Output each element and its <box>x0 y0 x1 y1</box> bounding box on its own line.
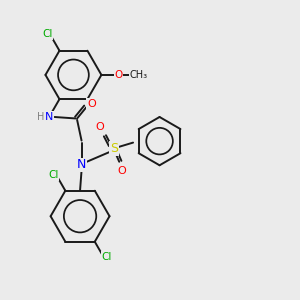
Text: N: N <box>77 158 86 171</box>
Text: H: H <box>37 112 45 122</box>
Text: O: O <box>87 99 96 109</box>
Text: Cl: Cl <box>48 170 58 180</box>
Text: Cl: Cl <box>43 29 53 39</box>
Text: O: O <box>114 70 122 80</box>
Text: N: N <box>45 112 53 122</box>
Text: CH₃: CH₃ <box>129 70 147 80</box>
Text: O: O <box>96 122 104 132</box>
Text: S: S <box>110 142 118 155</box>
Text: O: O <box>117 166 126 176</box>
Text: Cl: Cl <box>102 252 112 262</box>
